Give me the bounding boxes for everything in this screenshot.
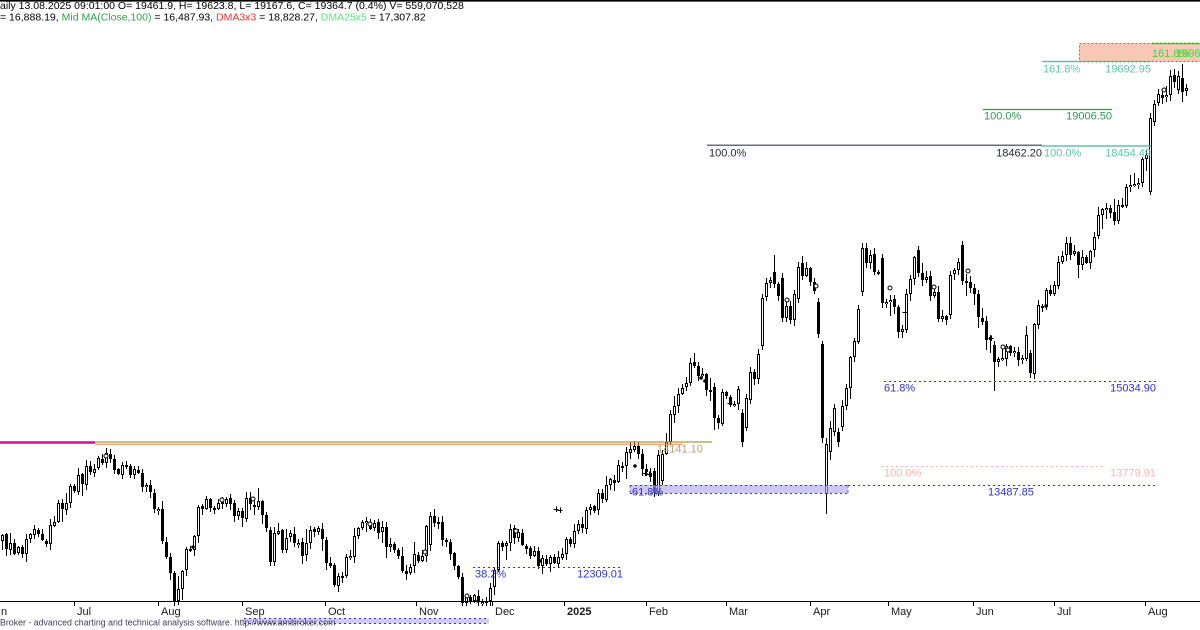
svg-text:Apr: Apr [813,606,830,618]
svg-text:Oct: Oct [328,606,345,618]
svg-text:19692.95: 19692.95 [1105,64,1151,76]
svg-text:13779.91: 13779.91 [1110,468,1156,480]
svg-text:15034.90: 15034.90 [1110,383,1156,395]
svg-text:18454.49: 18454.49 [1105,148,1151,160]
svg-text:Jul: Jul [77,606,91,618]
svg-text:61.8%: 61.8% [632,487,663,499]
svg-text:100.0%: 100.0% [984,111,1022,123]
svg-text:Aug: Aug [1148,606,1168,618]
svg-text:161.8%: 161.8% [1043,64,1081,76]
svg-text:Dec: Dec [495,606,515,618]
svg-text:18462.20: 18462.20 [996,148,1042,160]
svg-text:Aug: Aug [161,606,181,618]
svg-text:Jun: Jun [976,606,994,618]
svg-text:19006.50: 19006.50 [1066,111,1112,123]
svg-text:13487.85: 13487.85 [988,487,1034,499]
svg-text:Broker - advanced charting and: Broker - advanced charting and technical… [0,618,335,628]
svg-text:n: n [1,606,7,618]
svg-text:12309.01: 12309.01 [577,569,623,581]
svg-text:161.8%: 161.8% [1152,48,1190,60]
svg-text:100.0%: 100.0% [1044,148,1082,160]
svg-text:14141.10: 14141.10 [657,444,703,456]
svg-text:May: May [891,606,912,618]
svg-text:aily 13.08.2025 09:01:00 O= 19: aily 13.08.2025 09:01:00 O= 19461.9, H= … [0,0,464,12]
svg-text:Sep: Sep [245,606,265,618]
svg-text:2025: 2025 [567,606,591,618]
svg-text:Feb: Feb [649,606,668,618]
svg-text:100.0%: 100.0% [884,468,922,480]
svg-text:38.2%: 38.2% [475,569,506,581]
svg-text:Mar: Mar [729,606,748,618]
svg-text:Nov: Nov [419,606,439,618]
svg-text:Jul: Jul [1057,606,1071,618]
svg-text:100.0%: 100.0% [709,148,747,160]
svg-text:19967: 19967 [1176,48,1200,60]
svg-text:61.8%: 61.8% [884,383,915,395]
svg-text:= 16,888.19, Mid MA(Close,100): = 16,888.19, Mid MA(Close,100) = 16,487.… [0,12,426,24]
